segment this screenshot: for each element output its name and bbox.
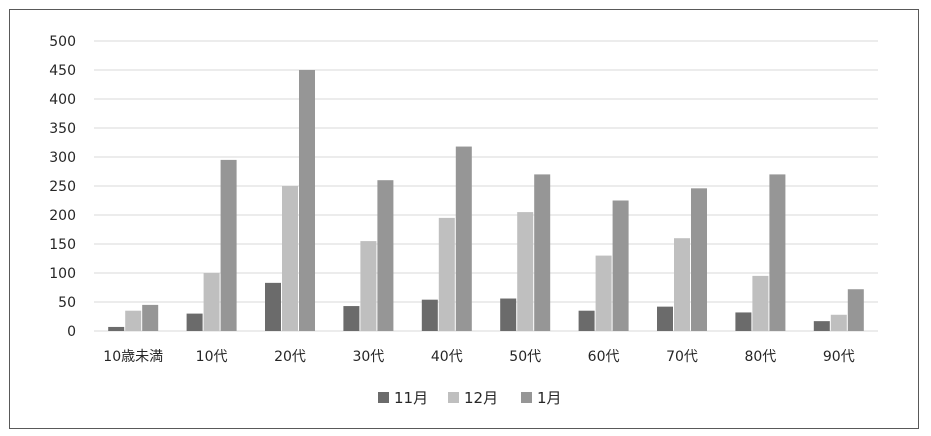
bar [203,273,220,331]
y-axis-ticks: 0 50 100 150 200 250 300 350 400 450 500 [49,34,76,340]
bar [769,174,786,331]
bars [108,70,864,331]
legend: 11月 12月 1月 [378,389,562,407]
y-tick-label: 500 [49,34,76,50]
bar [595,255,612,331]
bar [517,212,534,331]
bar [299,70,315,331]
bar [612,200,629,331]
bar [360,241,377,331]
legend-swatch [521,392,532,403]
bar [735,312,752,331]
bar [108,326,125,331]
bar [657,306,673,331]
bar [674,238,690,331]
bar [438,217,455,331]
bar [455,146,472,331]
y-tick-label: 400 [49,92,76,108]
y-tick-label: 350 [49,121,76,137]
bar [220,159,237,331]
bar [813,321,830,331]
x-category-label: 20代 [274,349,306,365]
bar [691,188,707,331]
bar [752,275,769,331]
x-category-label: 40代 [431,349,463,365]
bar [500,298,517,331]
y-tick-label: 300 [49,150,76,166]
x-category-label: 10歳未満 [103,349,163,365]
bar [377,180,394,331]
y-tick-label: 100 [49,266,76,282]
x-category-label: 90代 [823,349,855,365]
bar [578,310,595,331]
y-tick-label: 50 [58,295,76,311]
bar [343,306,360,331]
bar [534,174,551,331]
y-tick-label: 450 [49,63,76,79]
legend-label: 11月 [394,389,428,407]
x-category-label: 50代 [509,349,541,365]
x-category-label: 70代 [666,349,698,365]
bar [421,299,438,331]
x-axis-categories: 10歳未満 10代 20代 30代 40代 50代 60代 70代 80代 90代 [103,349,854,365]
bar [282,186,298,331]
bar [847,289,864,331]
bar [265,282,281,331]
legend-swatch [448,392,459,403]
legend-swatch [378,392,389,403]
x-category-label: 10代 [196,349,228,365]
bar [186,313,203,331]
x-category-label: 80代 [744,349,776,365]
y-tick-label: 250 [49,179,76,195]
y-tick-label: 200 [49,208,76,224]
bar [830,314,847,331]
x-category-label: 30代 [352,349,384,365]
x-category-label: 60代 [588,349,620,365]
y-tick-label: 0 [67,324,76,340]
y-tick-label: 150 [49,237,76,253]
bar [125,310,142,331]
legend-label: 1月 [537,389,562,407]
legend-label: 12月 [464,389,498,407]
bar [142,304,159,331]
